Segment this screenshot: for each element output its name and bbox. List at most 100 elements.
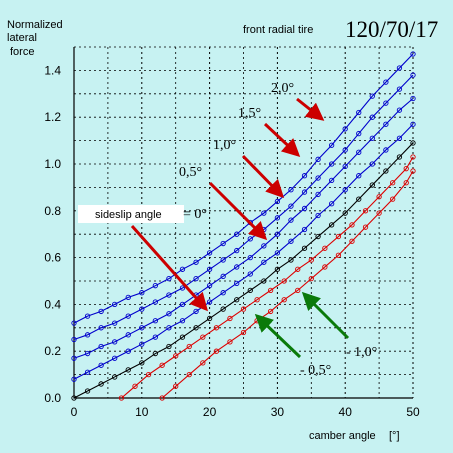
- data-point: [390, 196, 396, 202]
- data-point: [166, 325, 172, 331]
- data-point: [369, 182, 375, 188]
- data-point: [301, 205, 308, 212]
- sideslip-m10-label: - 1,0°: [346, 345, 377, 360]
- data-point: [112, 301, 118, 308]
- data-point: [335, 233, 342, 240]
- data-point: [376, 210, 382, 216]
- data-point: [159, 395, 165, 401]
- y-tick-label: 1.4: [44, 63, 61, 77]
- y-tick-label: 0.8: [44, 204, 61, 218]
- y-tick-label: 0.0: [44, 391, 61, 405]
- data-point: [396, 86, 403, 92]
- data-point: [383, 100, 389, 106]
- data-point: [261, 210, 267, 216]
- data-point: [301, 226, 308, 233]
- data-point: [179, 285, 186, 291]
- data-point: [410, 72, 416, 78]
- data-point: [179, 301, 186, 308]
- sideslip-angle-label: sideslip angle: [95, 209, 162, 221]
- data-point: [152, 350, 159, 357]
- data-point: [98, 308, 104, 315]
- data-point: [112, 339, 118, 345]
- data-point: [369, 114, 375, 120]
- data-point: [328, 177, 335, 184]
- data-point: [342, 187, 348, 193]
- data-point: [84, 313, 91, 319]
- data-point: [281, 278, 287, 284]
- data-point: [396, 135, 403, 141]
- data-point: [261, 259, 267, 265]
- data-point: [288, 187, 294, 193]
- data-point: [274, 198, 281, 205]
- data-point: [152, 299, 159, 305]
- data-point: [166, 343, 172, 350]
- data-point: [125, 348, 131, 354]
- data-point: [362, 224, 369, 230]
- arrow-m05: [254, 313, 302, 359]
- data-point: [383, 79, 389, 85]
- data-point: [240, 306, 247, 312]
- data-point: [166, 311, 172, 317]
- data-point: [383, 147, 389, 153]
- data-point: [288, 238, 294, 244]
- data-point: [328, 142, 335, 148]
- data-point: [139, 325, 145, 331]
- x-tick-label: 10: [135, 405, 149, 419]
- data-point: [315, 233, 321, 240]
- data-point: [322, 264, 328, 270]
- data-point: [98, 325, 104, 331]
- data-point: [234, 247, 240, 254]
- data-point: [206, 266, 213, 272]
- data-point: [369, 161, 375, 167]
- data-point: [315, 156, 321, 162]
- arrow-m10: [301, 291, 350, 340]
- data-point: [71, 395, 77, 401]
- data-point: [410, 168, 416, 174]
- sideslip-10-label: 1,0°: [213, 138, 236, 153]
- data-point: [261, 278, 267, 284]
- data-point: [369, 93, 375, 99]
- series-0: [71, 51, 416, 326]
- data-point: [240, 329, 247, 336]
- data-point: [342, 126, 348, 132]
- data-point: [234, 297, 240, 303]
- series-1: [71, 72, 416, 343]
- data-point: [315, 175, 321, 181]
- data-point: [328, 222, 335, 228]
- data-point: [166, 292, 172, 298]
- data-point: [410, 51, 416, 57]
- data-point: [112, 374, 118, 380]
- sideslip-20-label: 2,0°: [271, 81, 294, 96]
- data-point: [220, 306, 226, 312]
- data-point: [220, 240, 226, 247]
- y-tick-label: 0.2: [44, 344, 61, 358]
- series-3: [71, 121, 416, 382]
- series-5: [118, 154, 416, 401]
- data-point: [342, 163, 348, 169]
- data-point: [206, 283, 213, 289]
- sideslip-label-bg: [78, 205, 184, 223]
- data-point: [84, 332, 91, 338]
- sideslip-05-label: 0,5°: [179, 165, 202, 180]
- data-point: [254, 297, 260, 303]
- x-tick-labels: 0 10 20 30 40 50: [71, 405, 420, 419]
- data-point: [295, 287, 301, 294]
- data-point: [356, 173, 362, 179]
- data-point: [308, 276, 314, 282]
- data-point: [186, 371, 192, 378]
- series-2: [71, 95, 416, 361]
- series-6: [159, 168, 416, 401]
- data-point: [152, 318, 159, 324]
- data-point: [71, 320, 77, 326]
- data-point: [166, 276, 172, 282]
- data-point: [383, 168, 389, 174]
- y-tick-label: 0.6: [44, 251, 61, 265]
- data-point: [274, 266, 281, 272]
- y-tick-label: 1.2: [44, 110, 61, 124]
- data-point: [301, 173, 308, 179]
- data-point: [403, 166, 409, 172]
- x-tick-label: 0: [71, 405, 78, 419]
- y-tick-labels: 0.0 0.2 0.4 0.6 0.8 1.0 1.2 1.4: [44, 63, 61, 405]
- data-point: [356, 130, 362, 137]
